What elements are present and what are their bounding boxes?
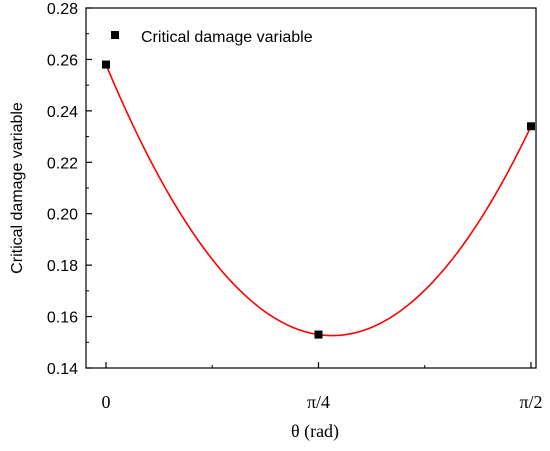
y-tick-label: 0.26 — [47, 52, 78, 69]
x-tick-label: π/4 — [307, 392, 330, 412]
fit-curve — [105, 64, 532, 337]
legend-label: Critical damage variable — [141, 29, 313, 46]
data-points — [102, 60, 535, 339]
data-point — [102, 60, 110, 69]
data-point — [527, 122, 535, 131]
y-axis-title: Critical damage variable — [9, 102, 26, 274]
legend: Critical damage variable — [111, 29, 313, 46]
legend-marker — [111, 31, 119, 39]
x-tick-label: 0 — [102, 392, 111, 412]
x-axis-ticks: 0 π/4 π/2 — [102, 362, 543, 412]
y-tick-label: 0.20 — [47, 207, 78, 224]
y-tick-label: 0.16 — [47, 310, 78, 327]
x-tick-label: π/2 — [519, 392, 542, 412]
y-tick-label: 0.18 — [47, 258, 78, 275]
x-axis-title: θ (rad) — [291, 421, 339, 442]
y-axis-ticks: 0.14 0.16 0.18 0.20 0.22 0.24 0.26 0.28 — [47, 1, 92, 378]
y-tick-label: 0.22 — [47, 155, 78, 172]
y-tick-label: 0.14 — [47, 361, 78, 378]
y-tick-label: 0.28 — [47, 1, 78, 18]
y-tick-label: 0.24 — [47, 104, 78, 121]
plot-area-frame — [85, 7, 537, 369]
data-point — [314, 330, 323, 339]
